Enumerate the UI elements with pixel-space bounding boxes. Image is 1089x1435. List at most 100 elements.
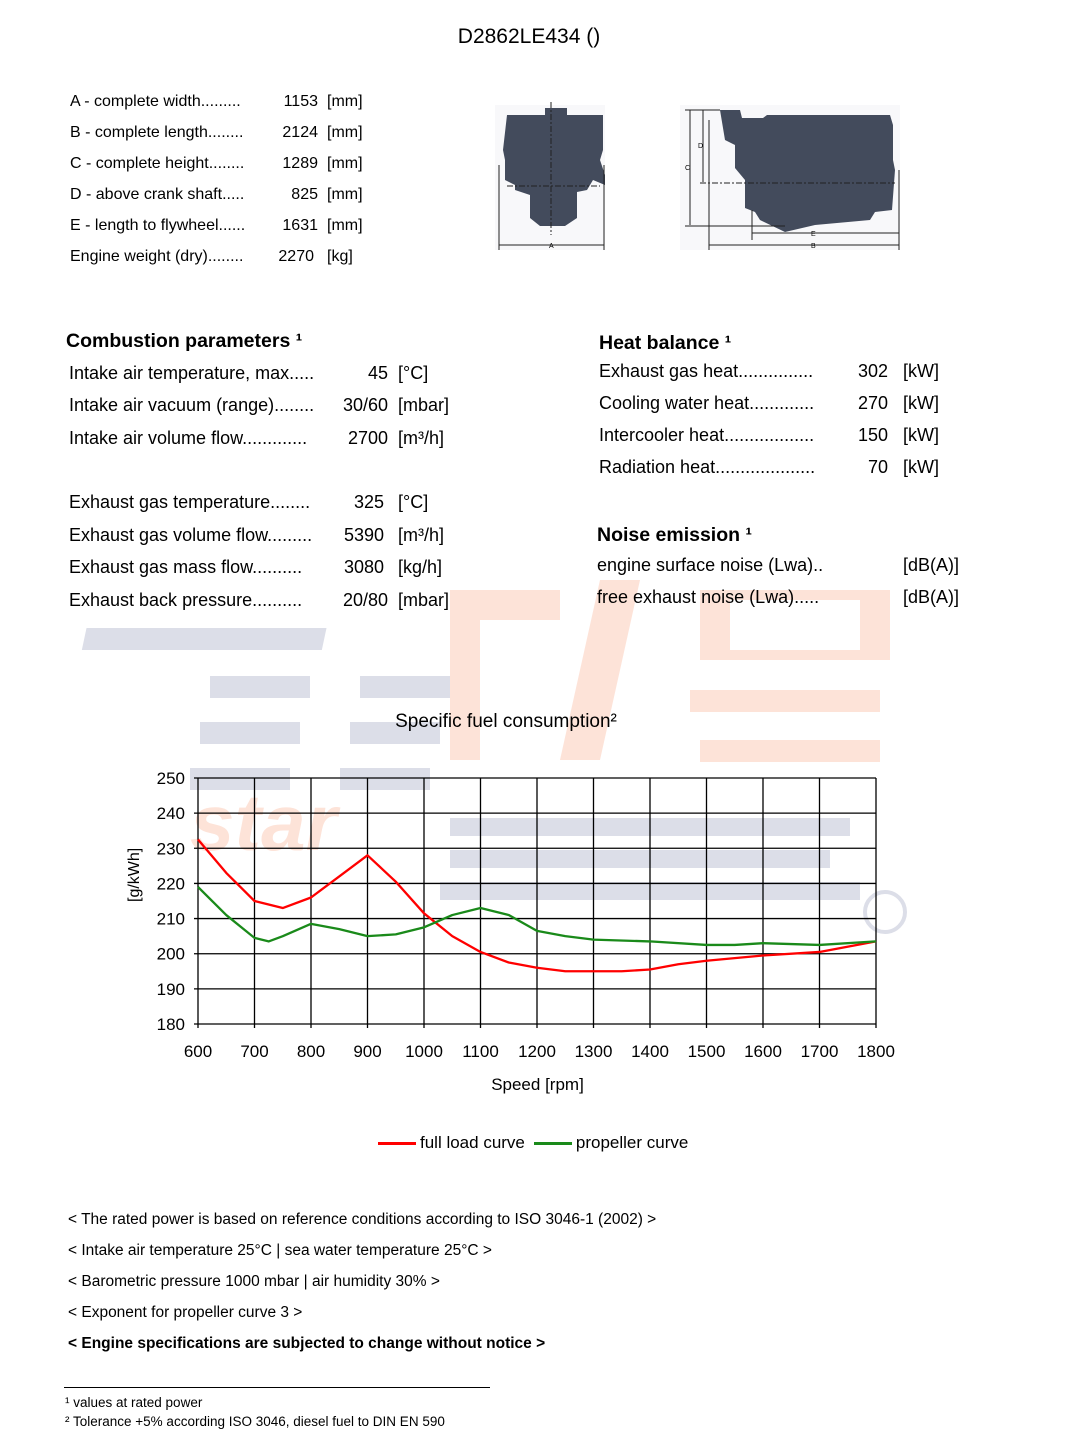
combustion-title: Combustion parameters ¹ xyxy=(66,330,303,352)
dimension-row: A - complete width......... 1153 [mm] xyxy=(0,93,1089,113)
combustion-row: Exhaust gas mass flow.......... 3080 [kg/h… xyxy=(0,557,1089,579)
param-label: Exhaust gas heat............... xyxy=(599,361,814,381)
dimension-row: D - above crank shaft..... 825 [mm] xyxy=(0,186,1089,206)
combustion-row: Intake air volume flow............. 2700 [… xyxy=(0,428,1089,450)
combustion-row: Exhaust gas volume flow......... 5390 [m³/… xyxy=(0,525,1089,547)
param-unit: [kW] xyxy=(903,361,939,381)
x-tick-label: 1200 xyxy=(518,1042,556,1061)
heat-row: Exhaust gas heat............... 302 [kW] xyxy=(0,361,1089,383)
dimension-unit: [mm] xyxy=(327,93,363,110)
dimension-label: E - length to flywheel...... xyxy=(70,217,246,234)
drawing-label-b: B xyxy=(811,243,816,250)
noise-row: engine surface noise (Lwa).. [dB(A)] xyxy=(0,555,1089,577)
param-label: Radiation heat.................... xyxy=(599,457,816,477)
dimension-label: Engine weight (dry)........ xyxy=(70,248,244,265)
dimension-row: B - complete length........ 2124 [mm] xyxy=(0,124,1089,144)
param-unit: [°C] xyxy=(398,363,429,383)
y-tick-label: 240 xyxy=(157,804,185,823)
dimension-label: D - above crank shaft..... xyxy=(70,186,245,203)
dimension-value: 825 xyxy=(291,186,318,203)
x-tick-label: 700 xyxy=(240,1042,268,1061)
dimension-unit: [mm] xyxy=(327,124,363,141)
drawing-label-e: E xyxy=(811,231,816,238)
propeller-curve xyxy=(197,886,877,947)
drawing-label-c: C xyxy=(685,165,690,172)
dimension-value: 2270 xyxy=(278,248,314,265)
x-tick-label: 600 xyxy=(184,1042,212,1061)
dimension-value: 1153 xyxy=(283,93,318,110)
note: < Exponent for propeller curve 3 > xyxy=(68,1304,303,1321)
y-tick-label: 180 xyxy=(157,1015,185,1034)
param-label: Intercooler heat.................. xyxy=(599,425,815,445)
dimension-row: C - complete height........ 1289 [mm] xyxy=(0,155,1089,175)
param-unit: [kW] xyxy=(903,425,939,445)
param-label: Exhaust gas mass flow.......... xyxy=(69,557,303,577)
noise-row: free exhaust noise (Lwa)..... [dB(A)] xyxy=(0,587,1089,609)
param-label: Exhaust gas temperature........ xyxy=(69,492,311,512)
fuel-consumption-chart: 600 700 800 900 1000 1100 1200 1300 1400 1500 1600… xyxy=(157,769,895,1061)
dimension-unit: [mm] xyxy=(327,186,363,203)
drawing-label-a: A xyxy=(549,243,554,250)
dimension-label: C - complete height........ xyxy=(70,155,245,172)
y-tick-label: 190 xyxy=(157,980,185,999)
note-bold: < Engine specifications are subjected to… xyxy=(68,1335,546,1352)
dimension-label: A - complete width......... xyxy=(70,93,241,110)
dimension-value: 1289 xyxy=(282,155,318,172)
x-tick-label: 1600 xyxy=(744,1042,782,1061)
x-tick-label: 1700 xyxy=(801,1042,839,1061)
heat-row: Intercooler heat.................. 150 [kW… xyxy=(0,425,1089,447)
combustion-row: Exhaust back pressure.......... 20/80 [mba… xyxy=(0,590,1089,612)
page-title: D2862LE434 () xyxy=(457,25,601,48)
param-label: Intake air volume flow............. xyxy=(69,428,308,448)
param-value: 270 xyxy=(857,393,888,413)
chart-legend: full load curve propeller curve xyxy=(378,1133,688,1153)
y-tick-label: 250 xyxy=(157,769,185,788)
param-unit: [mbar] xyxy=(398,395,450,415)
param-value: 302 xyxy=(857,361,888,381)
x-tick-label: 900 xyxy=(353,1042,381,1061)
note: < The rated power is based on reference … xyxy=(68,1211,657,1228)
param-value: 2700 xyxy=(347,428,388,448)
combustion-row: Intake air vacuum (range)........ 30/60 [m… xyxy=(0,395,1089,417)
param-label: engine surface noise (Lwa).. xyxy=(597,555,824,575)
x-axis-label: Speed [rpm] xyxy=(491,1075,584,1094)
dimension-value: 1631 xyxy=(282,217,318,234)
x-tick-label: 1500 xyxy=(688,1042,726,1061)
footnote: ¹ values at rated power xyxy=(65,1395,203,1410)
dimension-row: Engine weight (dry)........ 2270 [kg] xyxy=(0,248,1089,268)
param-value: 45 xyxy=(367,363,388,383)
engine-front-view xyxy=(503,108,605,226)
drawing-label-d: D xyxy=(698,143,703,150)
y-tick-label: 230 xyxy=(157,839,185,858)
heat-row: Cooling water heat............. 270 [kW] xyxy=(0,393,1089,415)
param-value: 5390 xyxy=(343,525,384,545)
y-axis-label: [g/kWh] xyxy=(126,847,143,902)
x-tick-label: 1100 xyxy=(462,1042,499,1061)
x-tick-label: 1400 xyxy=(631,1042,669,1061)
x-tick-label: 1800 xyxy=(857,1042,895,1061)
footnote-divider xyxy=(64,1387,490,1388)
param-unit: [m³/h] xyxy=(398,428,445,448)
x-tick-label: 800 xyxy=(297,1042,325,1061)
x-tick-label: 1000 xyxy=(405,1042,443,1061)
heat-balance-title: Heat balance ¹ xyxy=(599,332,732,354)
param-unit: [kW] xyxy=(903,393,939,413)
dimension-value: 2124 xyxy=(282,124,318,141)
heat-row: Radiation heat.................... 70 [kW] xyxy=(0,457,1089,479)
noise-title: Noise emission ¹ xyxy=(597,524,752,546)
param-value: 30/60 xyxy=(342,395,388,415)
dimension-row: E - length to flywheel...... 1631 [mm] xyxy=(0,217,1089,237)
param-unit: [mbar] xyxy=(398,590,450,610)
param-label: free exhaust noise (Lwa)..... xyxy=(597,587,820,607)
param-unit: [m³/h] xyxy=(398,525,445,545)
param-label: Exhaust gas volume flow......... xyxy=(69,525,313,545)
legend-label-full-load: full load curve xyxy=(420,1133,525,1152)
combustion-row: Exhaust gas temperature........ 325 [°C] xyxy=(0,492,1089,514)
param-unit: [dB(A)] xyxy=(903,587,960,607)
full-load-curve xyxy=(197,838,877,973)
param-label: Intake air temperature, max..... xyxy=(69,363,315,383)
param-value: 150 xyxy=(857,425,888,445)
legend-swatch-propeller xyxy=(533,1141,572,1145)
chart-title: Specific fuel consumption² xyxy=(395,711,617,732)
x-tick-label: 1300 xyxy=(575,1042,613,1061)
